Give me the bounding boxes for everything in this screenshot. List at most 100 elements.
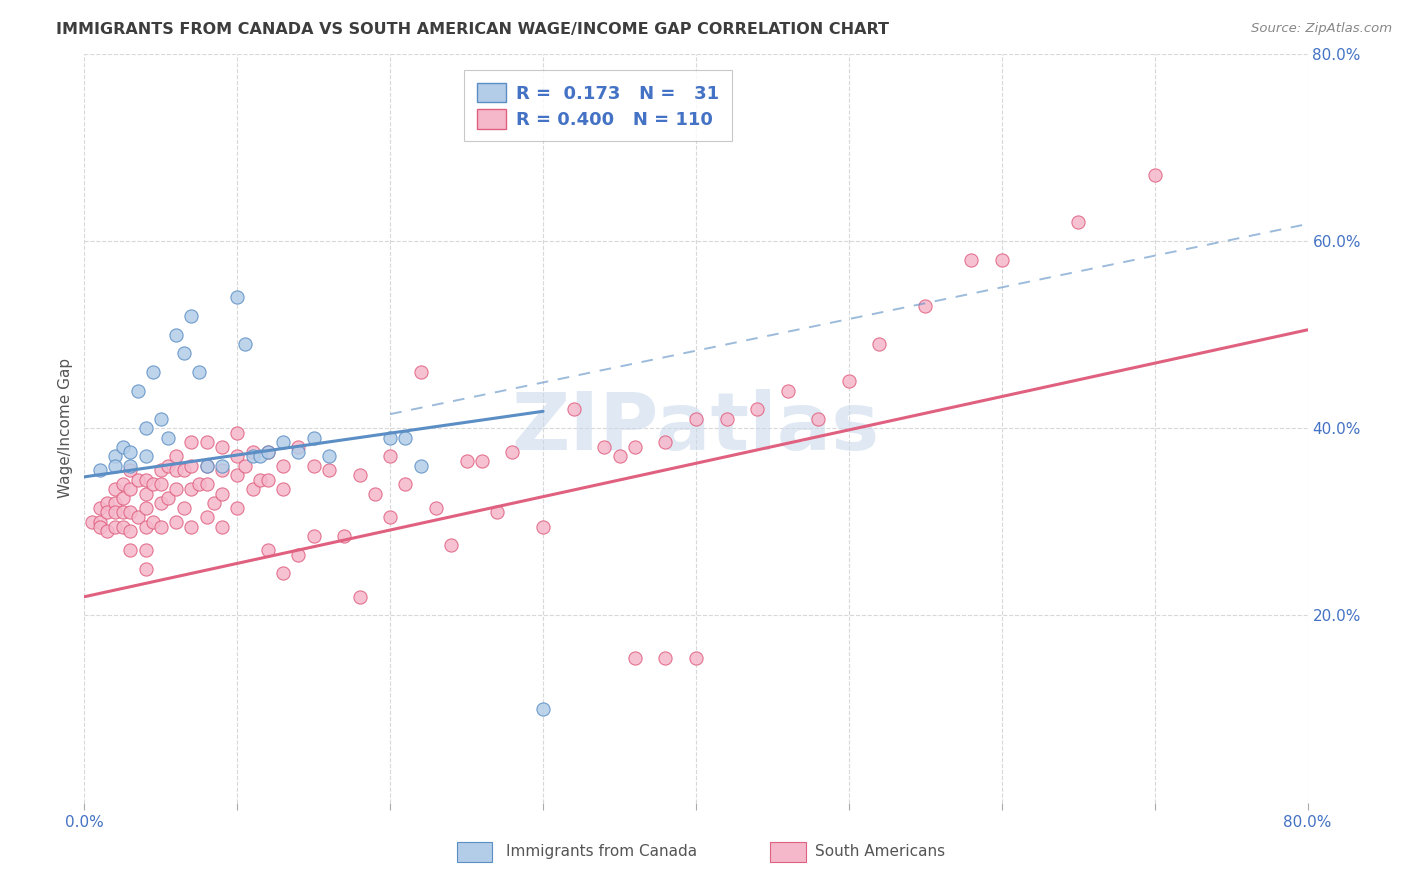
Point	[135, 562, 157, 576]
Point	[287, 444, 309, 458]
Point	[287, 548, 309, 562]
Point	[135, 473, 157, 487]
Point	[89, 515, 111, 529]
Point	[502, 444, 524, 458]
Point	[349, 468, 371, 483]
Point	[380, 510, 402, 524]
Point	[127, 473, 149, 487]
Point	[180, 519, 202, 533]
Point	[776, 384, 799, 398]
Point	[111, 477, 134, 491]
Point	[271, 435, 294, 450]
Point	[624, 650, 647, 665]
Point	[173, 500, 195, 515]
Point	[180, 482, 202, 496]
Point	[914, 300, 936, 314]
Point	[195, 458, 218, 473]
Point	[104, 519, 127, 533]
Point	[302, 529, 325, 543]
Point	[135, 487, 157, 501]
Point	[135, 519, 157, 533]
Point	[869, 337, 891, 351]
Point	[233, 337, 256, 351]
Point	[747, 402, 769, 417]
Point	[233, 458, 256, 473]
Point	[195, 435, 218, 450]
Point	[409, 458, 432, 473]
Point	[173, 346, 195, 360]
Point	[188, 365, 211, 379]
Point	[104, 458, 127, 473]
Point	[654, 650, 676, 665]
Point	[271, 566, 294, 581]
Point	[716, 412, 738, 426]
Point	[89, 500, 111, 515]
Point	[394, 431, 416, 445]
Point	[157, 431, 180, 445]
Point	[991, 252, 1014, 267]
Point	[135, 542, 157, 557]
Point	[120, 458, 142, 473]
Point	[104, 496, 127, 510]
Point	[302, 431, 325, 445]
Point	[120, 505, 142, 519]
Point	[157, 491, 180, 506]
Point	[104, 505, 127, 519]
Point	[838, 375, 860, 389]
Point	[127, 510, 149, 524]
Text: Source: ZipAtlas.com: Source: ZipAtlas.com	[1251, 22, 1392, 36]
Text: IMMIGRANTS FROM CANADA VS SOUTH AMERICAN WAGE/INCOME GAP CORRELATION CHART: IMMIGRANTS FROM CANADA VS SOUTH AMERICAN…	[56, 22, 889, 37]
Point	[120, 444, 142, 458]
Point	[471, 454, 494, 468]
Point	[188, 477, 211, 491]
Point	[135, 500, 157, 515]
Point	[120, 463, 142, 477]
Point	[486, 505, 509, 519]
Point	[111, 505, 134, 519]
Point	[333, 529, 356, 543]
Point	[593, 440, 616, 454]
Point	[211, 487, 233, 501]
Point	[157, 458, 180, 473]
Point	[120, 482, 142, 496]
Point	[257, 444, 280, 458]
Point	[456, 454, 478, 468]
Point	[562, 402, 585, 417]
Point	[165, 482, 187, 496]
Point	[257, 473, 280, 487]
Point	[89, 463, 111, 477]
Text: Immigrants from Canada: Immigrants from Canada	[506, 845, 697, 859]
Point	[364, 487, 387, 501]
Point	[440, 538, 463, 552]
Point	[271, 482, 294, 496]
Point	[149, 412, 172, 426]
Point	[195, 510, 218, 524]
Point	[685, 412, 707, 426]
Point	[257, 542, 280, 557]
Point	[624, 440, 647, 454]
Point	[142, 515, 165, 529]
Point	[165, 515, 187, 529]
Point	[149, 519, 172, 533]
Point	[195, 477, 218, 491]
Point	[195, 458, 218, 473]
Point	[180, 309, 202, 323]
Point	[242, 450, 264, 464]
Text: South Americans: South Americans	[815, 845, 946, 859]
Point	[226, 468, 249, 483]
Point	[318, 463, 340, 477]
Point	[531, 519, 554, 533]
Point	[202, 496, 225, 510]
Point	[120, 542, 142, 557]
Point	[111, 440, 134, 454]
Point	[104, 450, 127, 464]
Point	[1067, 215, 1090, 229]
Point	[165, 450, 187, 464]
Point	[226, 500, 249, 515]
Point	[96, 524, 118, 539]
Point	[135, 421, 157, 435]
Point	[173, 463, 195, 477]
Point	[685, 650, 707, 665]
Point	[394, 477, 416, 491]
Point	[149, 463, 172, 477]
